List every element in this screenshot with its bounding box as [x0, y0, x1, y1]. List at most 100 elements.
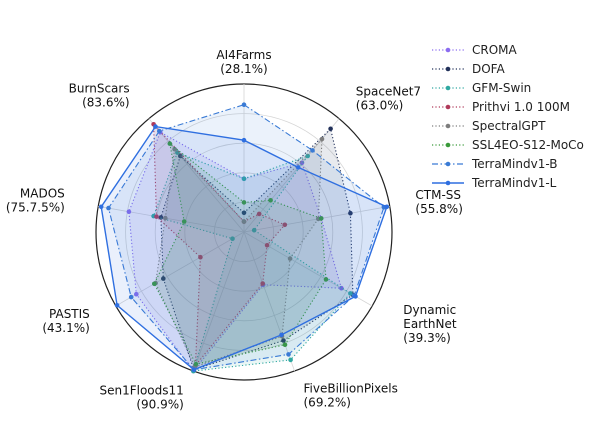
legend-marker	[445, 47, 451, 53]
grid-spoke-sen1floods11	[193, 231, 245, 372]
point-ssl4eo-s12-moco-ai4farms	[241, 200, 247, 205]
point-gfm-swin-dynamic-earthnet	[348, 291, 353, 296]
series-polygon-croma	[128, 131, 343, 372]
legend-label: CROMA	[472, 43, 518, 57]
series-polygon-gfm-swin	[152, 151, 352, 372]
series-polygon-terramindv1-b	[107, 104, 385, 371]
axis-name-line: Sen1Floods11	[99, 383, 183, 397]
point-spectralgpt-spacenet7	[319, 136, 325, 142]
axis-name-line: FiveBillionPixels	[304, 382, 398, 396]
point-prithvi-1-0-100m-mados	[154, 214, 159, 219]
legend-item-gfm-swin: GFM-Swin	[432, 81, 531, 95]
axis-label-ctm-ss: CTM-SS (55.8%)	[415, 188, 462, 216]
grid-spoke-fivebillionpixels	[243, 231, 295, 372]
point-terramindv1-b-fivebillionpixels	[286, 352, 291, 357]
point-spectralgpt-ai4farms	[241, 219, 247, 224]
point-prithvi-1-0-100m-fivebillionpixels	[260, 281, 266, 286]
axis-name-line: SpaceNet7	[356, 85, 421, 99]
legend-label: TerraMindv1-L	[471, 176, 557, 190]
point-terramindv1-l-pastis	[114, 303, 120, 308]
radar-series	[98, 102, 390, 374]
point-terramindv1-l-dynamic-earthnet	[353, 294, 358, 299]
legend: CROMA DOFA GFM-Swin Prithvi 1.0 100M Spectra…	[432, 43, 584, 190]
point-dofa-ai4farms	[241, 210, 247, 216]
legend-item-prithvi-1-0-100m: Prithvi 1.0 100M	[432, 100, 570, 114]
point-dofa-pastis	[161, 276, 166, 281]
point-prithvi-1-0-100m-dynamic-earthnet	[264, 243, 270, 248]
axis-name-line: EarthNet	[403, 317, 457, 331]
axis-name-line: CTM-SS	[415, 188, 461, 202]
axis-max-value: (43.1%)	[42, 321, 89, 335]
axis-name-line: PASTIS	[49, 307, 90, 321]
axis-label-dynamic-earthnet: Dynamic EarthNet (39.3%)	[403, 303, 457, 345]
series-polygon-spectralgpt	[155, 137, 323, 368]
axis-max-value: (75.7.5%)	[6, 200, 65, 214]
point-dofa-mados	[158, 215, 164, 220]
series-ssl4eo-s12-moco	[152, 141, 329, 367]
axis-max-value: (39.3%)	[403, 331, 450, 345]
point-terramindv1-b-ai4farms	[241, 102, 247, 107]
point-dofa-burnscars	[178, 153, 183, 159]
point-terramindv1-b-mados	[106, 205, 111, 211]
axis-max-value: (69.2%)	[304, 396, 351, 410]
axis-max-value: (28.1%)	[220, 62, 267, 76]
legend-label: GFM-Swin	[472, 81, 531, 95]
point-gfm-swin-fivebillionpixels	[288, 357, 293, 363]
axis-label-spacenet7: SpaceNet7 (63.0%)	[356, 85, 421, 113]
axis-label-sen1floods11: Sen1Floods11 (90.9%)	[99, 383, 183, 411]
axis-max-value: (63.0%)	[356, 99, 403, 113]
point-terramindv1-l-ctm-ss	[384, 204, 390, 210]
axis-label-pastis: PASTIS (43.1%)	[42, 307, 89, 335]
axis-label-fivebillionpixels: FiveBillionPixels (69.2%)	[304, 382, 398, 410]
point-spectralgpt-dynamic-earthnet	[287, 256, 293, 261]
point-dofa-fivebillionpixels	[281, 338, 286, 343]
point-terramindv1-b-spacenet7	[310, 148, 315, 153]
point-ssl4eo-s12-moco-spacenet7	[268, 198, 273, 203]
legend-marker	[445, 142, 451, 148]
legend-item-terramindv1-b: TerraMindv1-B	[432, 157, 557, 171]
axis-name-line: Dynamic	[403, 303, 456, 317]
axis-labels: AI4Farms (28.1%) SpaceNet7 (63.0%) CTM-SS (55…	[6, 48, 463, 411]
point-prithvi-1-0-100m-spacenet7	[256, 211, 262, 217]
axis-name-line: BurnScars	[69, 82, 130, 96]
point-ssl4eo-s12-moco-sen1floods11	[193, 361, 199, 367]
series-polygon-terramindv1-l	[100, 125, 388, 371]
point-gfm-swin-pastis	[230, 236, 235, 241]
point-croma-pastis	[134, 291, 139, 297]
series-terramindv1-b	[106, 102, 387, 373]
legend-item-ssl4eo-s12-moco: SSL4EO-S12-MoCo	[432, 138, 584, 152]
point-ssl4eo-s12-moco-pastis	[152, 281, 157, 287]
axis-name-line: AI4Farms	[216, 48, 271, 62]
axis-label-ai4farms: AI4Farms (28.1%)	[216, 48, 271, 76]
point-ssl4eo-s12-moco-mados	[181, 219, 187, 224]
point-prithvi-1-0-100m-pastis	[198, 254, 203, 260]
legend-item-dofa: DOFA	[432, 62, 505, 76]
legend-item-terramindv1-l: TerraMindv1-L	[432, 176, 557, 190]
point-ssl4eo-s12-moco-ctm-ss	[318, 216, 324, 221]
point-terramindv1-l-mados	[98, 204, 104, 210]
point-terramindv1-l-ai4farms	[241, 137, 247, 143]
axis-name-line: MADOS	[20, 186, 65, 200]
axis-label-mados: MADOS (75.7.5%)	[6, 186, 65, 214]
legend-marker	[445, 66, 451, 72]
axis-max-value: (90.9%)	[136, 397, 183, 411]
axis-max-value: (55.8%)	[415, 202, 462, 216]
point-gfm-swin-ctm-ss	[251, 227, 257, 233]
legend-marker	[445, 123, 451, 129]
point-dofa-ctm-ss	[348, 210, 353, 216]
point-terramindv1-b-burnscars	[157, 128, 162, 134]
point-terramindv1-l-burnscars	[153, 124, 158, 129]
point-croma-mados	[126, 209, 132, 214]
point-terramindv1-l-sen1floods11	[191, 367, 197, 373]
legend-label: SSL4EO-S12-MoCo	[472, 138, 584, 152]
series-terramindv1-l	[98, 124, 390, 373]
point-spectralgpt-burnscars	[172, 146, 177, 152]
point-terramindv1-l-spacenet7	[295, 165, 301, 170]
axis-max-value: (83.6%)	[82, 96, 129, 110]
legend-label: Prithvi 1.0 100M	[472, 100, 570, 114]
point-ssl4eo-s12-moco-dynamic-earthnet	[323, 277, 329, 282]
point-terramindv1-b-pastis	[128, 294, 134, 300]
point-prithvi-1-0-100m-ctm-ss	[282, 222, 288, 228]
point-spectralgpt-mados	[163, 215, 168, 221]
